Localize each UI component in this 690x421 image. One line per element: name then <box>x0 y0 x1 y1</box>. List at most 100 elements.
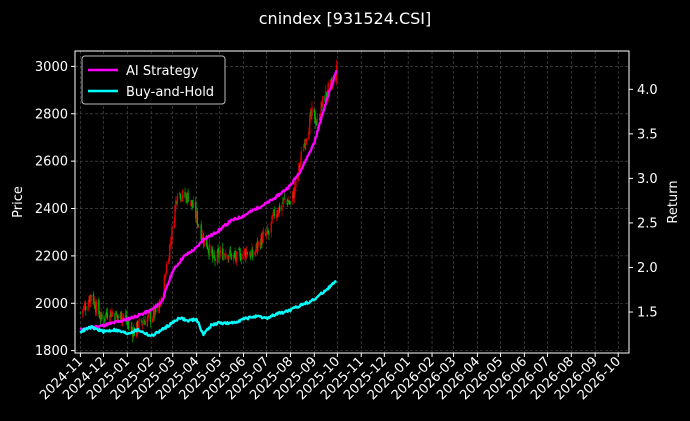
candle-body <box>211 246 213 254</box>
candle-body <box>154 306 156 317</box>
y-tick-label: 1800 <box>35 344 68 359</box>
candle-body <box>184 192 186 198</box>
candle-body <box>329 80 332 84</box>
candle-body <box>197 224 199 226</box>
candle-body <box>169 242 172 244</box>
candle-body <box>110 312 112 318</box>
candle-body <box>208 244 211 257</box>
candle-body <box>125 314 127 318</box>
candle-body <box>320 102 322 117</box>
candle-body <box>208 249 210 256</box>
candle-body <box>178 192 181 194</box>
candle-body <box>233 253 235 255</box>
candle-body <box>212 252 214 259</box>
candle-body <box>106 312 109 319</box>
candle-body <box>272 209 275 214</box>
candle-body <box>141 320 143 323</box>
candle-body <box>120 311 122 323</box>
candle-body <box>117 315 119 319</box>
candle-body <box>119 313 122 318</box>
candle-body <box>238 249 240 250</box>
candle-body <box>316 118 319 123</box>
candle-body <box>159 305 162 307</box>
candle-body <box>200 224 202 240</box>
candle-body <box>176 195 179 204</box>
candle-body <box>111 312 113 316</box>
candle-body <box>255 243 258 249</box>
candle-body <box>284 198 286 200</box>
candle-body <box>115 311 117 323</box>
candle-body <box>225 253 227 259</box>
candle-body <box>112 312 114 315</box>
candle-body <box>260 234 262 248</box>
candle-body <box>130 326 132 329</box>
candle-body <box>81 310 84 313</box>
candle-body <box>243 249 245 256</box>
y2-tick-label: 3.5 <box>637 127 658 142</box>
candle-body <box>335 79 337 81</box>
candle-body <box>103 319 105 321</box>
candle-body <box>157 304 159 311</box>
candle-body <box>158 303 161 308</box>
candle-body <box>142 324 144 326</box>
candle-body <box>305 138 308 142</box>
candle-body <box>105 313 107 320</box>
candle-body <box>122 316 124 321</box>
candle-body <box>254 251 256 256</box>
y2-tick-label: 2.0 <box>637 261 658 276</box>
candle-body <box>213 254 215 258</box>
candle-body <box>330 78 332 81</box>
chart-title: cnindex [931524.CSI] <box>259 9 432 28</box>
candle-body <box>212 253 215 257</box>
candle-body <box>144 320 146 326</box>
candle-body <box>98 315 101 319</box>
candle-body <box>85 306 87 311</box>
candle-body <box>313 109 315 113</box>
candle-body <box>298 163 300 173</box>
candle-body <box>293 186 295 199</box>
candle-body <box>143 321 145 324</box>
candle-body <box>219 250 222 254</box>
candle-body <box>108 319 111 321</box>
candle-body <box>275 214 278 219</box>
candle-body <box>104 318 106 320</box>
candle-body <box>250 252 252 256</box>
candle-body <box>300 151 302 159</box>
candle-body <box>305 140 307 145</box>
candle-body <box>222 253 225 261</box>
candle-body <box>90 295 92 297</box>
y-tick-label: 3000 <box>35 60 68 75</box>
candle-body <box>238 250 241 252</box>
y-tick-label: 2200 <box>35 249 68 264</box>
candle-body <box>268 233 270 235</box>
candle-body <box>273 209 275 217</box>
candle-body <box>87 305 89 311</box>
candle-body <box>214 258 216 261</box>
candle-body <box>278 205 281 212</box>
candle-body <box>142 321 145 325</box>
candle-body <box>196 211 199 226</box>
candle-body <box>315 123 318 125</box>
candle-body <box>138 320 140 331</box>
candle-body <box>100 312 102 319</box>
plot-frame <box>74 50 630 354</box>
candle-body <box>164 276 166 279</box>
candle-body <box>174 205 176 222</box>
candle-body <box>227 255 229 260</box>
candle-body <box>277 213 279 216</box>
candle-body <box>198 226 200 228</box>
candle-body <box>195 212 198 219</box>
candle-body <box>235 254 237 260</box>
candle-body <box>82 307 85 311</box>
candle-body <box>163 277 165 293</box>
candle-body <box>245 250 248 258</box>
candle-body <box>327 83 329 97</box>
candle-body <box>302 150 305 152</box>
candle-body <box>256 241 259 249</box>
y2-tick-label: 4.0 <box>637 83 658 98</box>
candle-body <box>95 309 97 313</box>
candle-body <box>295 179 297 187</box>
candle-body <box>168 244 171 261</box>
candle-body <box>83 305 85 310</box>
candle-body <box>105 311 108 315</box>
